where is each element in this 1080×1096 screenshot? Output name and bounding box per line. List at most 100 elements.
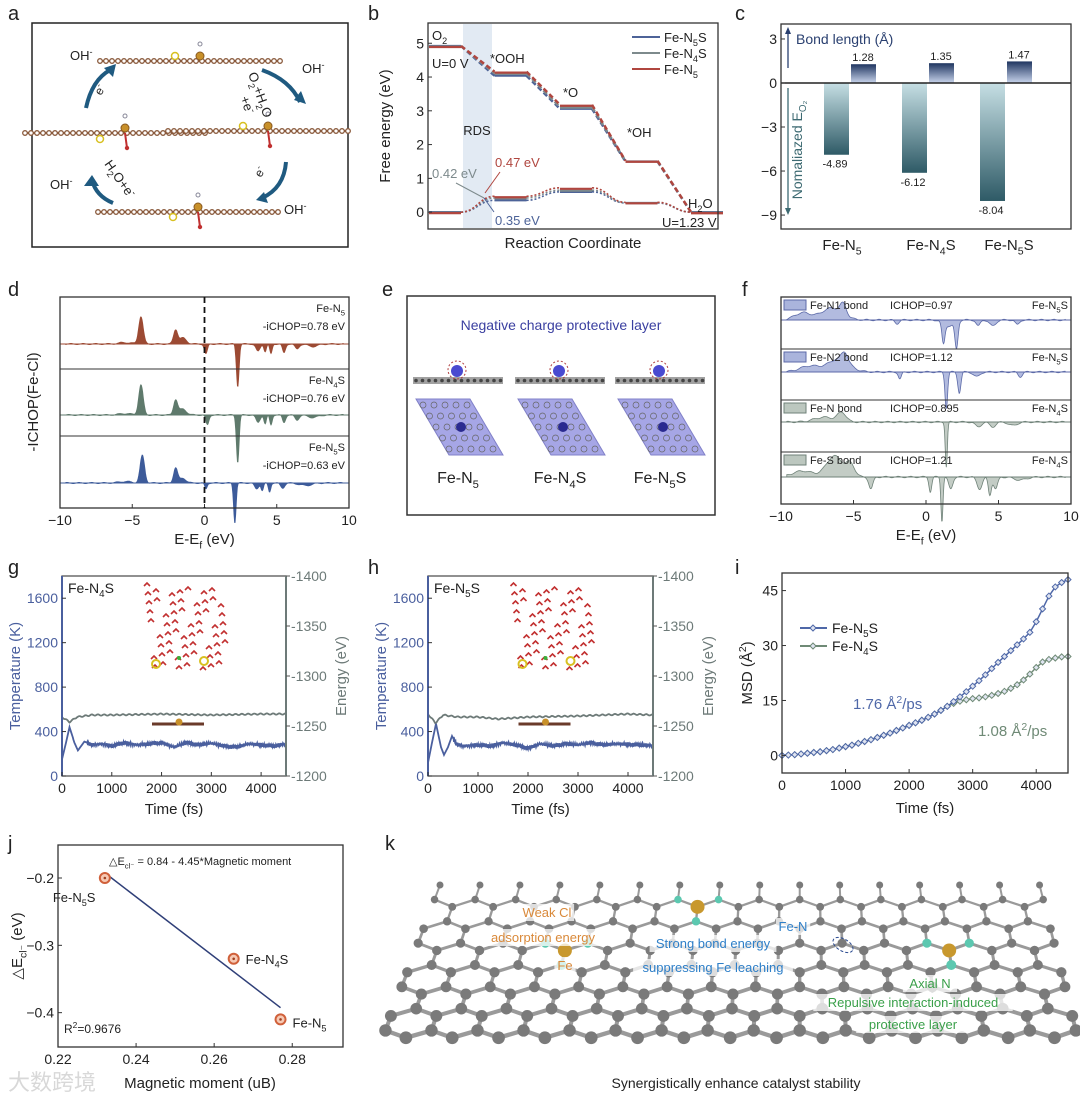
carbon-atom xyxy=(576,967,587,978)
y-tick-label: −3 xyxy=(761,119,777,135)
carbon-atom xyxy=(633,895,642,904)
msd-marker xyxy=(816,748,824,756)
water-molecule xyxy=(585,620,594,626)
carbon-atom xyxy=(107,209,113,215)
msd-marker xyxy=(981,693,990,701)
fe-label: Fe xyxy=(557,958,572,973)
panel-label-i: i xyxy=(735,557,739,579)
sheet-side-view xyxy=(615,377,705,384)
carbon-atom xyxy=(327,128,333,134)
carbon-atom xyxy=(455,938,466,948)
x-axis-label: Time (fs) xyxy=(145,801,204,818)
atom xyxy=(516,378,520,383)
hexagon-ring xyxy=(591,445,599,453)
water-molecule xyxy=(180,634,188,640)
carbon-atom xyxy=(617,981,629,993)
y2-tick-label: -1200 xyxy=(291,768,327,784)
carbon-atom xyxy=(474,945,485,956)
carbon-atom xyxy=(136,130,142,136)
carbon-atom xyxy=(183,128,189,134)
atom xyxy=(661,378,666,383)
carbon-atom xyxy=(1029,945,1040,956)
water-molecule xyxy=(170,609,178,615)
carbon-atom xyxy=(413,938,423,948)
hexagon-ring xyxy=(643,401,651,409)
carbon-atom xyxy=(203,209,209,215)
system-label: Fe-N4S xyxy=(1032,403,1068,417)
msd-marker xyxy=(829,745,837,754)
x-tick-label: 3000 xyxy=(957,777,988,793)
sheet-side-view xyxy=(413,377,503,384)
water-molecule xyxy=(183,661,191,667)
carbon-atom xyxy=(620,967,631,978)
hexagon-ring xyxy=(541,434,548,442)
carbon-atom xyxy=(207,128,213,134)
atom xyxy=(446,378,451,383)
ichop-value: -iCHOP=0.63 eV xyxy=(263,460,346,472)
carbon-atom xyxy=(247,58,253,64)
x-axis-label: Time (fs) xyxy=(896,800,955,817)
s-atom xyxy=(168,212,178,222)
hexagon-ring xyxy=(574,434,581,442)
atom xyxy=(535,378,540,383)
water-molecule xyxy=(543,597,552,603)
system-label: Fe-N4S xyxy=(68,580,114,600)
carbon-atom xyxy=(837,924,846,933)
x-tick-label: 0 xyxy=(201,512,209,528)
msd-marker xyxy=(968,694,977,703)
hexagon-ring xyxy=(534,423,542,431)
msd-marker xyxy=(1038,658,1047,666)
x-tick-label: 0 xyxy=(58,780,66,796)
carbon-atom xyxy=(145,58,151,64)
energy-connector xyxy=(525,74,561,110)
atom xyxy=(668,378,672,383)
carbon-atom xyxy=(816,945,826,956)
carbon-atom xyxy=(263,209,269,215)
water-molecule xyxy=(207,662,215,668)
hexagon-ring xyxy=(680,445,688,453)
water-molecule xyxy=(178,606,186,612)
carbon-atom xyxy=(185,209,191,215)
carbon-atom xyxy=(727,988,739,1000)
annotation-arrow xyxy=(483,197,495,213)
structure-label: Fe-N5 xyxy=(437,470,479,491)
carbon-atom xyxy=(273,128,279,134)
water-molecule xyxy=(221,638,229,644)
system-label: Fe-N5 xyxy=(316,303,345,317)
carbon-atom xyxy=(517,1024,530,1037)
carbon-atom xyxy=(552,895,561,904)
hexagon-ring xyxy=(532,401,540,409)
atom xyxy=(674,378,679,383)
water-molecule xyxy=(162,612,170,618)
msd-marker xyxy=(1007,646,1015,655)
diffusion-rate: 1.76 Å2/ps xyxy=(853,694,922,713)
carbon-atom xyxy=(987,945,997,956)
carbon-atom xyxy=(608,917,618,926)
water-molecule xyxy=(188,631,196,637)
s-atom xyxy=(565,656,576,666)
carbon-atom xyxy=(223,58,229,64)
carbon-atom xyxy=(876,881,884,889)
y2-tick-label: -1400 xyxy=(658,568,694,584)
carbon-atom xyxy=(836,881,844,889)
temperature-trace xyxy=(61,723,287,760)
x-tick-label: 0.22 xyxy=(44,1051,71,1067)
x-tick-label: 2000 xyxy=(512,780,543,796)
carbon-atom xyxy=(733,917,742,926)
step-label: O2 xyxy=(432,28,447,46)
hexagon-ring xyxy=(543,401,551,409)
fe-n-label: Fe-N xyxy=(779,919,808,934)
atom xyxy=(466,378,470,383)
carbon-atom xyxy=(628,924,637,933)
x-tick-label: −5 xyxy=(846,508,862,524)
o-atom xyxy=(267,143,273,149)
hexagon-ring xyxy=(419,401,427,409)
fe-atom xyxy=(557,943,572,958)
y-tick-label: 2 xyxy=(416,137,424,153)
hexagon-ring xyxy=(641,434,648,442)
bar-value-label: -8.04 xyxy=(978,205,1003,217)
carbon-atom xyxy=(471,895,479,904)
carbon-atom xyxy=(1066,1009,1079,1022)
carbon-atom xyxy=(898,902,906,911)
carbon-atom xyxy=(171,128,177,134)
